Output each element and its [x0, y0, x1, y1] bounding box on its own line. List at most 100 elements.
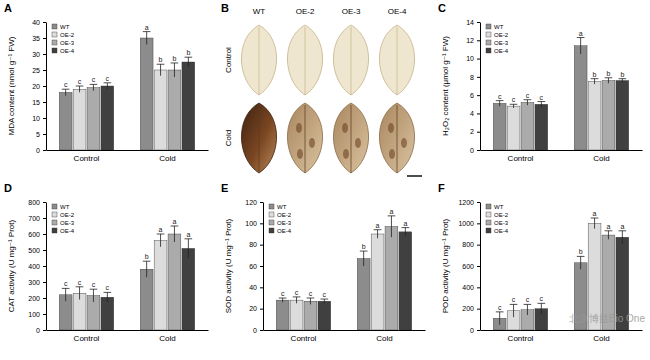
tick: 4	[470, 110, 480, 117]
legend-swatch	[486, 32, 491, 37]
bar	[182, 62, 195, 150]
tick-mark	[43, 70, 46, 71]
error-bar	[496, 312, 504, 325]
tick-label: 0	[36, 327, 40, 334]
tick-label: 200	[28, 295, 40, 302]
axis-line	[263, 203, 264, 331]
tick: 200	[462, 305, 480, 312]
error-bar	[185, 57, 193, 67]
error-bar-stem	[65, 288, 66, 301]
bar	[182, 248, 195, 330]
tick: Cold	[159, 330, 175, 343]
significance-letter: c	[540, 94, 544, 101]
legend-entry: OE-3	[52, 220, 75, 226]
error-bar	[577, 256, 585, 269]
error-bar-stem	[146, 32, 147, 45]
error-bar	[402, 228, 410, 237]
leaf-midrib	[305, 105, 306, 173]
tick-mark	[477, 113, 480, 114]
legend-swatch	[52, 32, 57, 37]
leaf	[379, 103, 414, 173]
tick: 14	[466, 19, 480, 26]
leaf-midrib	[305, 27, 306, 95]
annotations: cbcacaca	[498, 210, 624, 311]
bar	[140, 269, 153, 330]
error-bar	[510, 104, 518, 108]
error-bar-cap	[496, 100, 504, 101]
error-bar	[279, 298, 287, 302]
legend-swatch	[486, 40, 491, 45]
tick-label: 10	[32, 115, 40, 122]
tick-mark	[43, 150, 46, 151]
leaf	[287, 103, 322, 173]
bar	[154, 70, 167, 150]
axis-line	[46, 23, 47, 151]
error-bar-stem	[405, 228, 406, 237]
error-bar-cap	[171, 62, 179, 63]
tick: Cold	[159, 150, 175, 163]
tick-label: 800	[462, 241, 474, 248]
error-bar-cap	[90, 84, 98, 85]
axis-line	[480, 203, 481, 331]
tick: 30	[32, 51, 46, 58]
significance-letter: c	[512, 96, 516, 103]
error-bar-stem	[580, 38, 581, 54]
column-label: OE-3	[342, 7, 361, 16]
legend-label: OE-3	[277, 220, 292, 226]
leaf-blade	[241, 103, 276, 173]
leaf-midrib	[259, 105, 260, 173]
bar	[101, 297, 114, 330]
error-bar-stem	[79, 287, 80, 300]
leaf-spot	[355, 138, 361, 148]
significance-letter: a	[403, 220, 407, 227]
tick-label: 0	[470, 327, 474, 334]
tick-label: 12	[466, 37, 474, 44]
tick: 100	[28, 311, 46, 318]
x-axis: ControlCold	[47, 150, 209, 163]
significance-letter: b	[362, 243, 366, 250]
tick-label: 400	[28, 263, 40, 270]
error-bar	[62, 89, 70, 95]
y-axis: 0100200300400500600700800	[28, 199, 46, 334]
tick-label: 8	[470, 74, 474, 81]
tick: 0	[36, 327, 46, 334]
tick: 20	[32, 83, 46, 90]
legend-swatch	[52, 228, 57, 233]
bar	[371, 234, 384, 330]
annotations: cbcacaca	[64, 218, 190, 291]
tick-mark	[477, 266, 480, 267]
tick-mark	[477, 202, 480, 203]
error-bar	[524, 304, 532, 315]
tick: 500	[28, 247, 46, 254]
leaf-blade	[333, 103, 368, 173]
legend-label: OE-4	[494, 228, 509, 234]
error-bar-stem	[79, 86, 80, 92]
tick-label: Cold	[159, 334, 175, 343]
tick-label: Control	[74, 334, 100, 343]
bar	[399, 232, 412, 330]
tick-label: 40	[249, 284, 257, 291]
legend-entry: WT	[52, 204, 70, 210]
legend-label: OE-3	[60, 220, 75, 226]
tick-mark	[43, 202, 46, 203]
error-bar	[321, 299, 329, 303]
tick: 5	[36, 131, 46, 138]
legend-swatch	[269, 228, 274, 233]
legend-entry: WT	[52, 24, 70, 30]
bar	[168, 70, 181, 150]
bar	[59, 92, 72, 150]
significance-letter: c	[512, 296, 516, 303]
bar	[535, 104, 548, 150]
leaf	[287, 25, 322, 95]
significance-letter: c	[281, 290, 285, 297]
error-bar-cap	[293, 296, 301, 297]
error-bar	[538, 303, 546, 314]
tick-label: 700	[28, 215, 40, 222]
tick: 120	[245, 199, 263, 206]
tick-mark	[43, 234, 46, 235]
tick-mark	[260, 330, 263, 331]
bar	[507, 106, 520, 150]
significance-letter: c	[64, 81, 68, 88]
tick-label: 100	[245, 220, 257, 227]
significance-letter: b	[593, 71, 597, 78]
